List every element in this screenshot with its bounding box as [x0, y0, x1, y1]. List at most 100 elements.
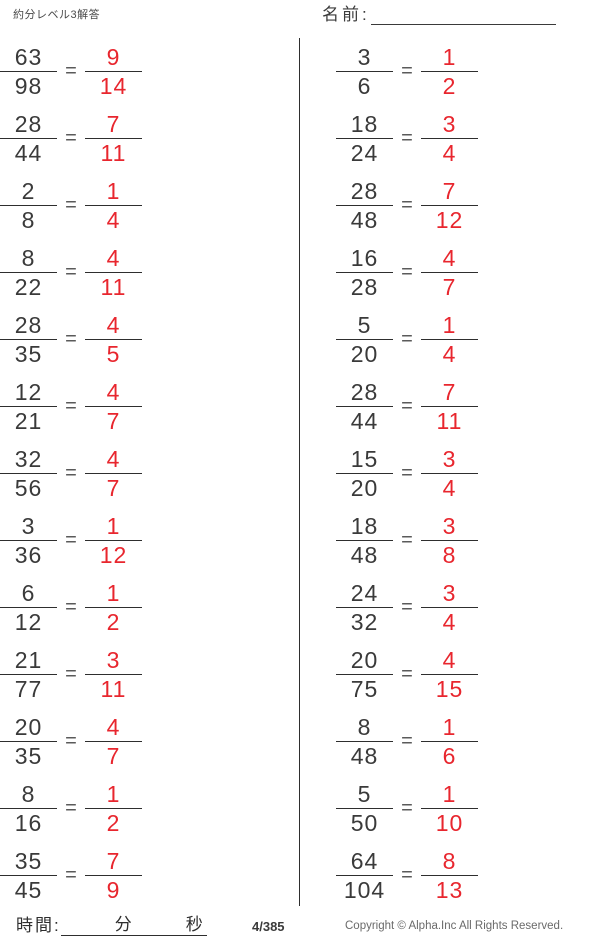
question-numerator: 3	[336, 44, 393, 72]
answer-numerator: 1	[421, 781, 478, 809]
problem-row: 64 104 = 8 13	[336, 842, 600, 909]
question-numerator: 32	[0, 446, 57, 474]
question-fraction: 24 32	[336, 580, 393, 635]
answer-numerator: 1	[421, 714, 478, 742]
question-numerator: 28	[336, 178, 393, 206]
answer-numerator: 1	[85, 781, 142, 809]
equals-sign: =	[401, 193, 413, 216]
name-input-blank[interactable]	[370, 6, 556, 25]
question-denominator: 32	[350, 608, 379, 635]
equals-sign: =	[401, 327, 413, 350]
equals-sign: =	[401, 796, 413, 819]
problem-row: 63 98 = 9 14	[0, 38, 290, 105]
answer-numerator: 4	[85, 446, 142, 474]
copyright-notice: Copyright © Alpha.Inc All Rights Reserve…	[345, 920, 564, 932]
answer-numerator: 4	[85, 379, 142, 407]
answer-denominator: 10	[435, 809, 464, 836]
question-numerator: 21	[0, 647, 57, 675]
question-denominator: 6	[357, 72, 372, 99]
question-denominator: 21	[14, 407, 43, 434]
problem-row: 28 44 = 7 11	[0, 105, 290, 172]
question-denominator: 56	[14, 474, 43, 501]
answer-fraction: 7 12	[421, 178, 478, 233]
problem-row: 8 16 = 1 2	[0, 775, 290, 842]
name-label: 名前:	[322, 5, 370, 24]
problem-row: 16 28 = 4 7	[336, 239, 600, 306]
answer-numerator: 1	[85, 178, 142, 206]
question-fraction: 32 56	[0, 446, 57, 501]
answer-numerator: 7	[421, 178, 478, 206]
answer-denominator: 5	[106, 340, 121, 367]
question-fraction: 20 75	[336, 647, 393, 702]
answer-denominator: 2	[106, 809, 121, 836]
answer-fraction: 1 12	[85, 513, 142, 568]
problem-row: 18 48 = 3 8	[336, 507, 600, 574]
answer-numerator: 7	[85, 848, 142, 876]
answer-denominator: 9	[106, 876, 121, 903]
time-seconds-blank[interactable]	[135, 916, 184, 936]
answer-numerator: 3	[421, 580, 478, 608]
answer-denominator: 11	[100, 675, 127, 702]
problem-column-left: 63 98 = 9 14 28 44 = 7 11 2 8 = 1 4 8 22 = 4 11 28 35 = 4 5 12 21 =…	[0, 38, 290, 909]
time-label: 時間:	[16, 916, 61, 935]
problem-row: 8 48 = 1 6	[336, 708, 600, 775]
answer-denominator: 14	[99, 72, 128, 99]
question-numerator: 12	[0, 379, 57, 407]
problem-row: 18 24 = 3 4	[336, 105, 600, 172]
answer-numerator: 4	[85, 312, 142, 340]
question-numerator: 28	[336, 379, 393, 407]
question-fraction: 3 36	[0, 513, 57, 568]
equals-sign: =	[65, 260, 77, 283]
answer-numerator: 1	[85, 580, 142, 608]
question-denominator: 12	[14, 608, 43, 635]
question-numerator: 16	[336, 245, 393, 273]
question-numerator: 20	[336, 647, 393, 675]
question-numerator: 28	[0, 111, 57, 139]
question-fraction: 35 45	[0, 848, 57, 903]
question-denominator: 50	[350, 809, 379, 836]
worksheet-header: 約分レベル3解答 名前:	[0, 0, 600, 38]
question-numerator: 8	[336, 714, 393, 742]
problem-row: 28 44 = 7 11	[336, 373, 600, 440]
problem-row: 3 36 = 1 12	[0, 507, 290, 574]
time-minutes-blank[interactable]	[60, 916, 113, 936]
question-numerator: 24	[336, 580, 393, 608]
problem-column-right: 3 6 = 1 2 18 24 = 3 4 28 48 = 7 12 16 28 = 4 7 5 20 = 1 4 28 44 = 7 1…	[336, 38, 600, 909]
time-unit-seconds: 秒	[183, 915, 207, 936]
problem-row: 6 12 = 1 2	[0, 574, 290, 641]
question-denominator: 20	[350, 340, 379, 367]
question-fraction: 12 21	[0, 379, 57, 434]
answer-fraction: 1 10	[421, 781, 478, 836]
problem-row: 32 56 = 4 7	[0, 440, 290, 507]
question-denominator: 44	[14, 139, 43, 166]
answer-denominator: 12	[435, 206, 464, 233]
equals-sign: =	[401, 394, 413, 417]
equals-sign: =	[401, 528, 413, 551]
problem-row: 8 22 = 4 11	[0, 239, 290, 306]
problem-row: 3 6 = 1 2	[336, 38, 600, 105]
equals-sign: =	[401, 662, 413, 685]
question-denominator: 35	[14, 742, 43, 769]
equals-sign: =	[401, 126, 413, 149]
answer-fraction: 9 14	[85, 44, 142, 99]
question-fraction: 8 48	[336, 714, 393, 769]
question-denominator: 48	[350, 541, 379, 568]
question-denominator: 8	[21, 206, 36, 233]
answer-fraction: 4 11	[85, 245, 142, 300]
equals-sign: =	[401, 260, 413, 283]
answer-numerator: 9	[85, 44, 142, 72]
answer-denominator: 4	[442, 474, 457, 501]
question-fraction: 28 48	[336, 178, 393, 233]
answer-denominator: 7	[442, 273, 457, 300]
